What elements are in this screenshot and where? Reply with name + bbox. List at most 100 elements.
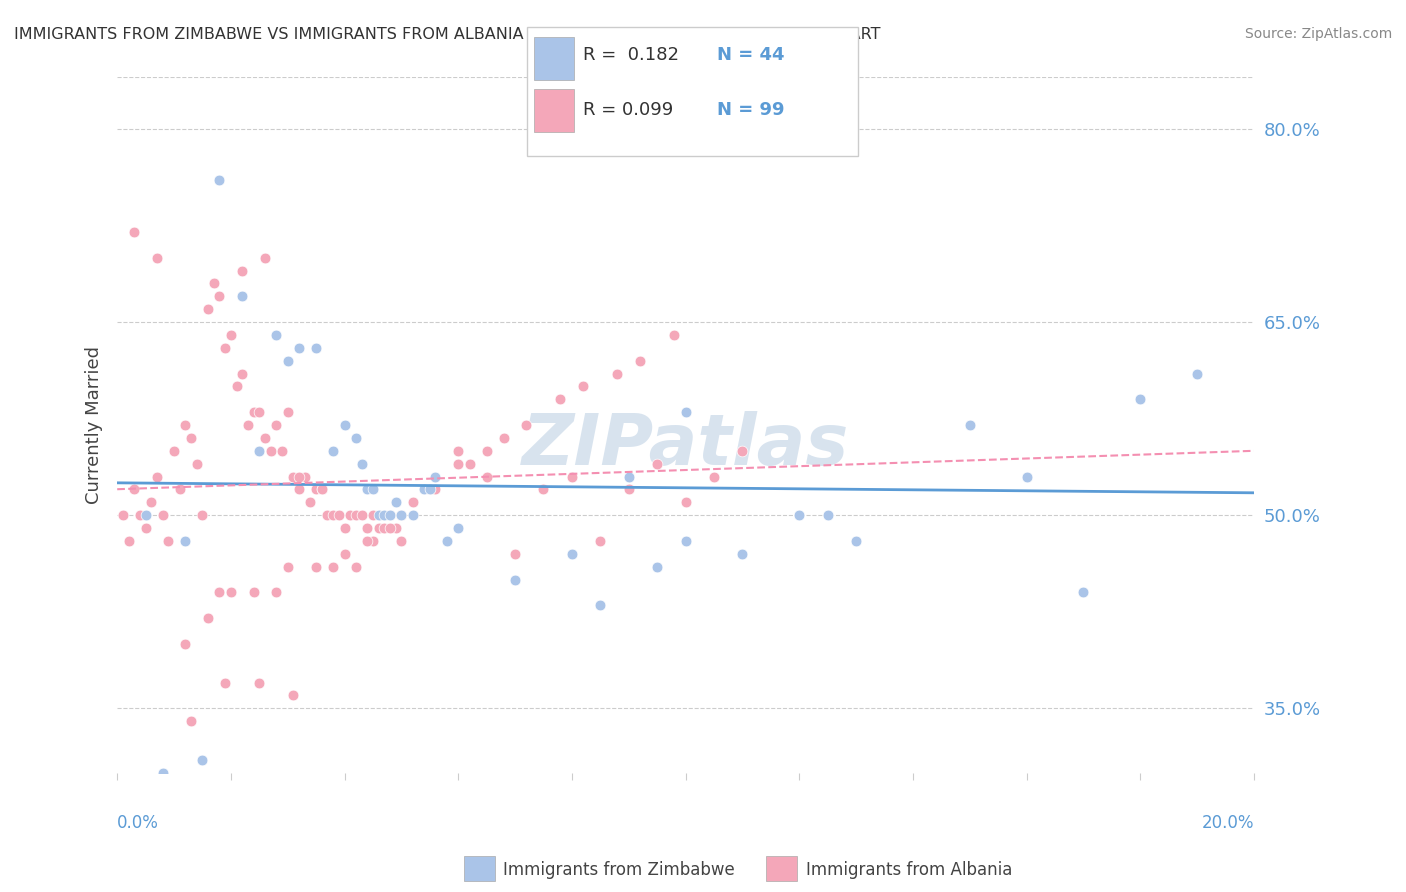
Point: [214, 675, 236, 690]
Point: [617, 469, 640, 483]
Point: [152, 508, 174, 523]
Point: [389, 508, 412, 523]
Point: [266, 585, 288, 599]
Point: [356, 533, 378, 548]
Point: [675, 405, 697, 419]
Point: [129, 508, 152, 523]
Text: N = 44: N = 44: [717, 46, 785, 64]
Point: [419, 483, 441, 497]
Point: [141, 495, 163, 509]
Point: [561, 469, 583, 483]
Point: [191, 508, 214, 523]
Point: [157, 533, 180, 548]
Point: [277, 353, 299, 368]
Point: [339, 508, 361, 523]
Text: Immigrants from Albania: Immigrants from Albania: [806, 861, 1012, 879]
Point: [266, 418, 288, 433]
Point: [283, 689, 305, 703]
Point: [231, 263, 253, 277]
Point: [572, 379, 595, 393]
Point: [344, 431, 367, 445]
Point: [231, 289, 253, 303]
Point: [344, 559, 367, 574]
Point: [703, 469, 725, 483]
Point: [169, 483, 191, 497]
Point: [447, 457, 470, 471]
Point: [283, 469, 305, 483]
Point: [402, 508, 425, 523]
Point: [1129, 392, 1152, 407]
Point: [311, 483, 333, 497]
Point: [959, 418, 981, 433]
Point: [333, 521, 356, 535]
Point: [628, 353, 651, 368]
Point: [617, 483, 640, 497]
Point: [731, 547, 754, 561]
Point: [219, 328, 242, 343]
Point: [436, 533, 458, 548]
Point: [247, 405, 270, 419]
Point: [1185, 367, 1208, 381]
Text: R = 0.099: R = 0.099: [583, 101, 673, 119]
Point: [225, 379, 247, 393]
Point: [305, 483, 328, 497]
Point: [135, 521, 157, 535]
Point: [458, 457, 481, 471]
Point: [606, 367, 628, 381]
Point: [817, 508, 839, 523]
Point: [277, 559, 299, 574]
Point: [561, 547, 583, 561]
Point: [402, 495, 425, 509]
Point: [253, 251, 276, 265]
Point: [333, 547, 356, 561]
Point: [180, 431, 202, 445]
Point: [174, 533, 197, 548]
Point: [356, 521, 378, 535]
Point: [111, 508, 134, 523]
Point: [266, 328, 288, 343]
Point: [475, 469, 498, 483]
Point: [645, 457, 668, 471]
Point: [731, 443, 754, 458]
Point: [208, 585, 231, 599]
Point: [675, 533, 697, 548]
Point: [219, 585, 242, 599]
Point: [247, 443, 270, 458]
Point: [675, 495, 697, 509]
Point: [367, 508, 389, 523]
Point: [191, 753, 214, 767]
Point: [186, 457, 208, 471]
Point: [492, 431, 515, 445]
Point: [361, 508, 384, 523]
Point: [242, 405, 264, 419]
Point: [174, 418, 197, 433]
Point: [333, 418, 356, 433]
Point: [305, 559, 328, 574]
Point: [356, 483, 378, 497]
Point: [288, 483, 311, 497]
Point: [294, 469, 316, 483]
Point: [197, 302, 219, 317]
Point: [384, 495, 406, 509]
Point: [208, 289, 231, 303]
Point: [253, 431, 276, 445]
Point: [146, 251, 169, 265]
Point: [645, 559, 668, 574]
Point: [389, 508, 412, 523]
Point: [180, 714, 202, 729]
Point: [550, 392, 572, 407]
Point: [378, 508, 401, 523]
Point: [373, 508, 395, 523]
Point: [277, 405, 299, 419]
Point: [146, 469, 169, 483]
Point: [367, 521, 389, 535]
Text: Immigrants from Zimbabwe: Immigrants from Zimbabwe: [503, 861, 735, 879]
Point: [447, 521, 470, 535]
Point: [389, 533, 412, 548]
Text: N = 99: N = 99: [717, 101, 785, 119]
Point: [311, 483, 333, 497]
Point: [662, 328, 685, 343]
Point: [322, 508, 344, 523]
Point: [350, 508, 373, 523]
Point: [214, 341, 236, 355]
